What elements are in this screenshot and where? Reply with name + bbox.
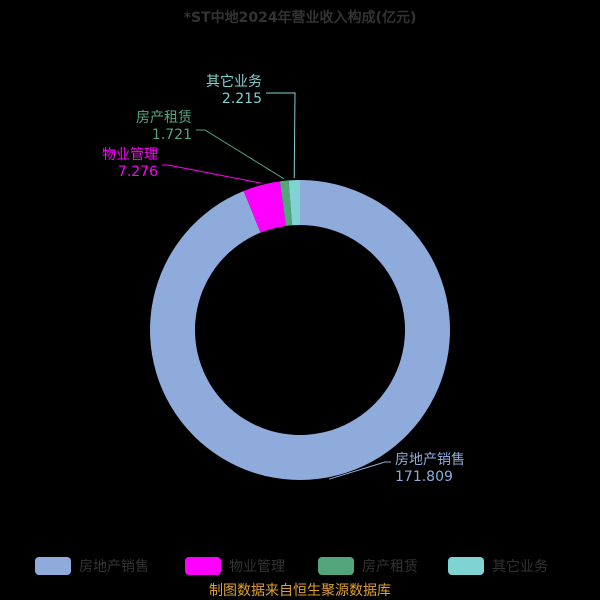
leader-line <box>328 461 391 480</box>
donut-slice <box>288 180 300 226</box>
legend-label: 物业管理 <box>229 559 285 575</box>
slice-value: 1.721 <box>152 127 192 143</box>
leader-line <box>196 129 285 180</box>
slice-value: 7.276 <box>118 164 158 180</box>
legend-swatch <box>448 557 484 575</box>
donut-slice <box>243 181 286 233</box>
legend-label: 其它业务 <box>492 558 548 575</box>
slice-label: 其它业务 <box>206 73 262 90</box>
legend-swatch <box>185 557 221 575</box>
slice-value: 171.809 <box>395 469 453 485</box>
donut-slice <box>150 180 451 481</box>
slice-label: 房产租赁 <box>136 110 192 126</box>
slice-value: 2.215 <box>222 91 262 107</box>
chart-title: *ST中地2024年营业收入构成(亿元) <box>184 9 417 26</box>
source-note: 制图数据来自恒生聚源数据库 <box>209 583 391 599</box>
legend-label: 房产租赁 <box>362 559 418 575</box>
slice-label: 房地产销售 <box>395 452 465 468</box>
legend-swatch <box>318 557 354 575</box>
legend-label: 房地产销售 <box>79 559 149 575</box>
legend-swatch <box>35 557 71 575</box>
leader-line <box>266 92 296 179</box>
slice-label: 物业管理 <box>102 147 158 163</box>
leader-line <box>162 164 262 184</box>
donut-slice <box>279 180 293 226</box>
